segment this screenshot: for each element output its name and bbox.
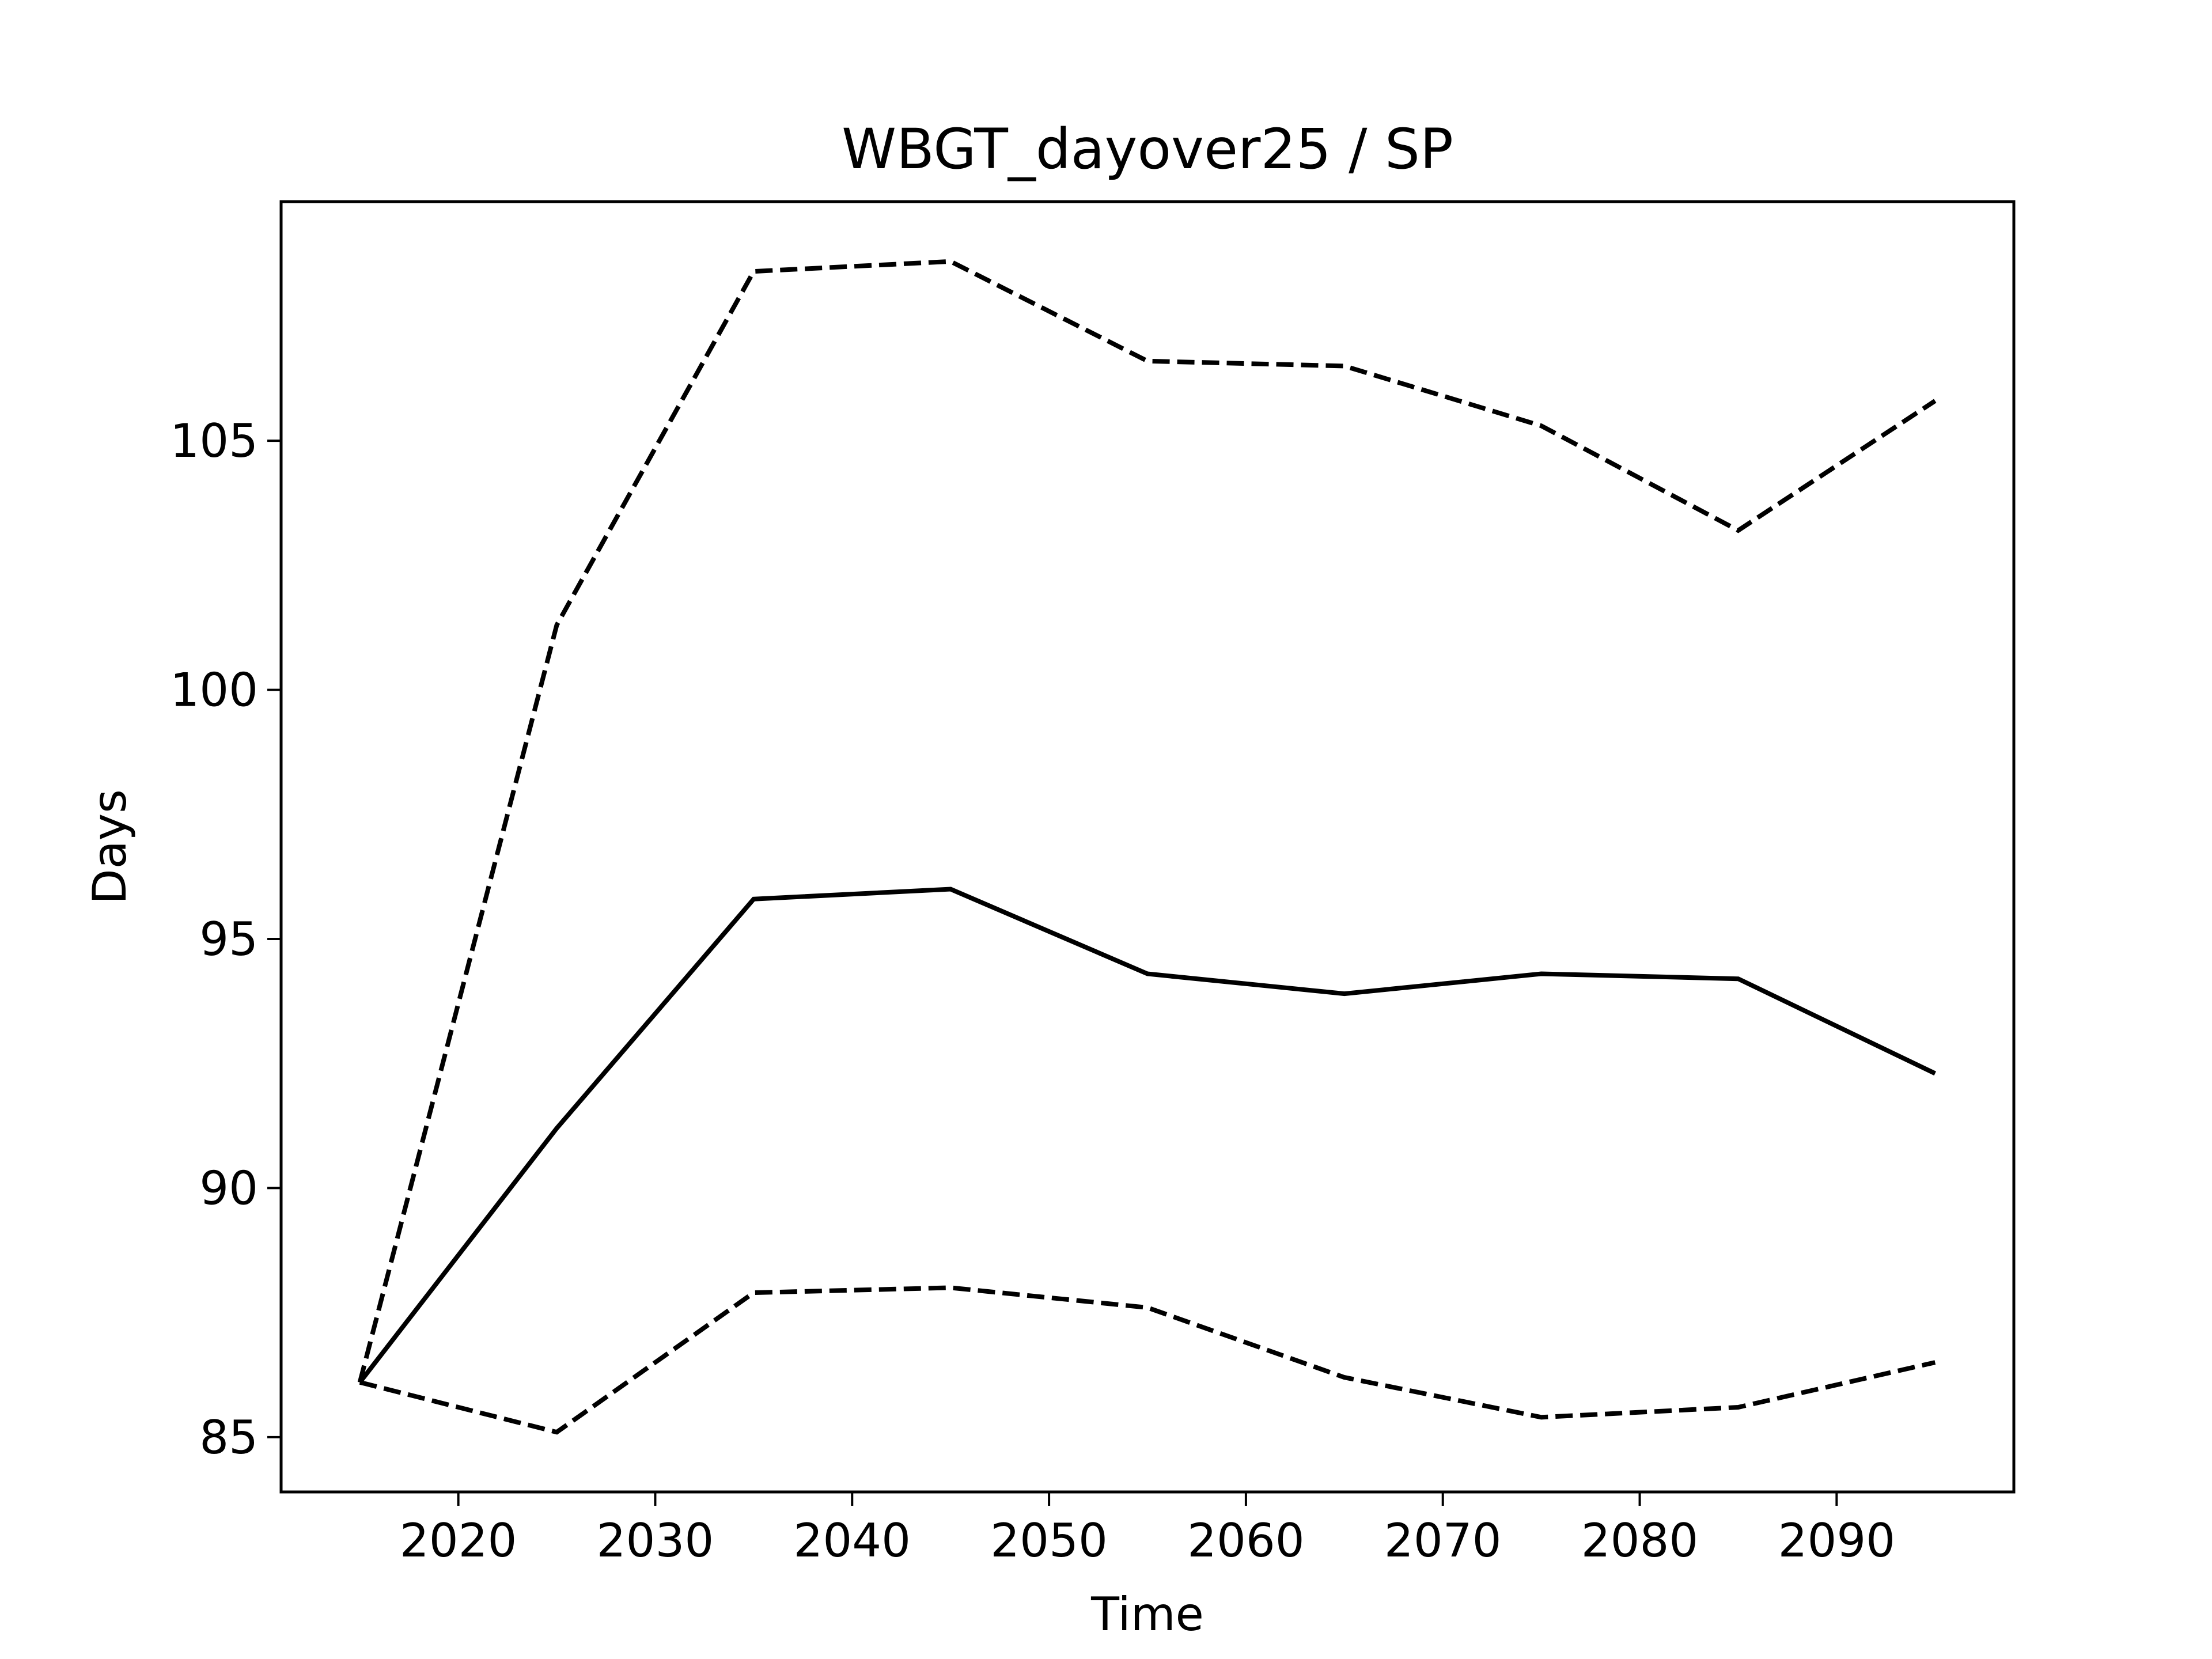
dashed-series-line-1 — [357, 259, 1937, 1383]
dashed-series-line-2 — [359, 1285, 1936, 1435]
x-tick-label: 2070 — [1384, 1514, 1502, 1567]
x-tick-label: 2030 — [597, 1514, 714, 1567]
x-axis-label: Time — [1090, 1588, 1204, 1641]
y-tick-label: 85 — [199, 1411, 258, 1464]
y-tick-label: 90 — [199, 1161, 258, 1215]
plot-frame — [279, 200, 2016, 1494]
solid-series-line-0 — [358, 887, 1937, 1384]
x-tick-label: 2020 — [400, 1514, 517, 1567]
series-layer — [357, 259, 1937, 1435]
y-axis-label: Days — [83, 789, 137, 904]
x-tick-label: 2080 — [1581, 1514, 1699, 1567]
chart-title: WBGT_dayover25 / SP — [842, 117, 1453, 181]
x-tick-label: 2040 — [793, 1514, 911, 1567]
x-tick-label: 2090 — [1778, 1514, 1896, 1567]
x-tick-label: 2050 — [990, 1514, 1108, 1567]
x-tick-label: 2060 — [1187, 1514, 1305, 1567]
y-tick-label: 95 — [199, 912, 258, 966]
y-axis: 85 90 95 100 105 — [170, 414, 281, 1464]
x-axis: 2020 2030 2040 2050 2060 2070 2080 2090 — [400, 1492, 1895, 1567]
y-tick-label: 105 — [170, 414, 258, 468]
y-tick-label: 100 — [170, 664, 258, 717]
